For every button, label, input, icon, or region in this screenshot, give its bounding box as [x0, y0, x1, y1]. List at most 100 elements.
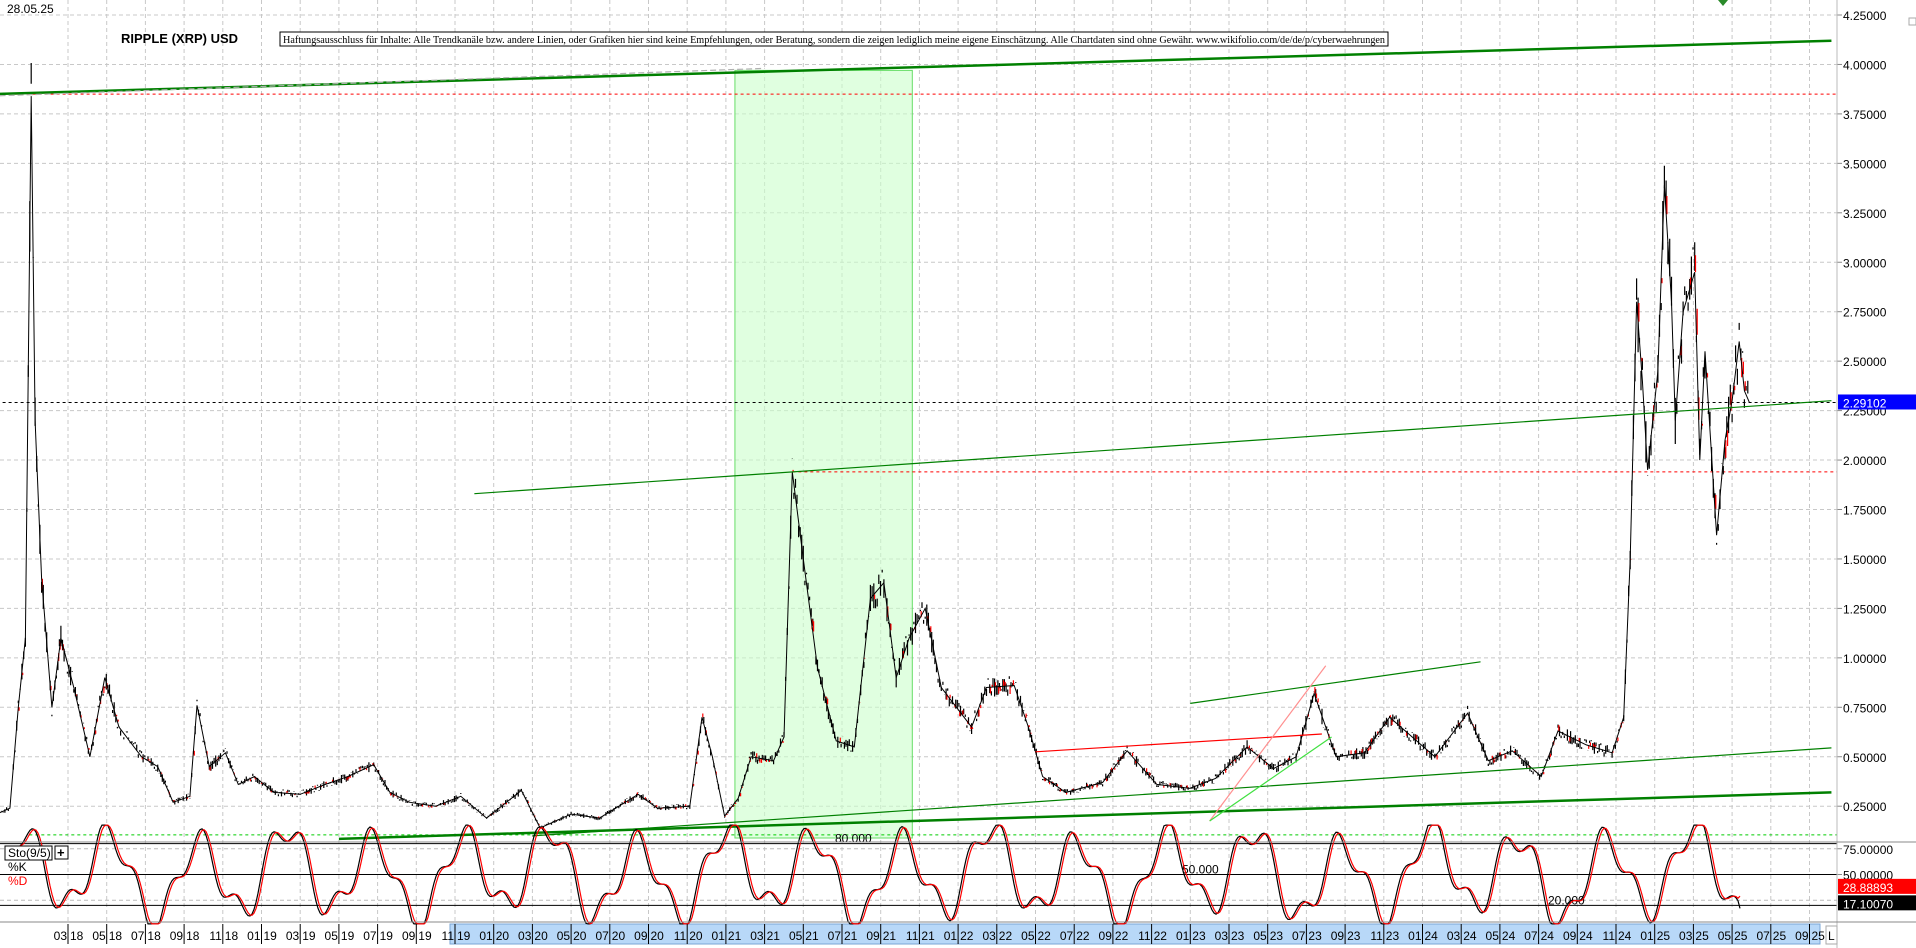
x-tick-month: 07 — [1756, 929, 1770, 943]
x-tick-year: 20 — [496, 929, 510, 943]
price-series — [0, 63, 1750, 829]
indicator-label-box[interactable] — [4, 845, 53, 861]
x-tick-year: 21 — [883, 929, 897, 943]
x-tick-month: 09 — [1099, 929, 1113, 943]
x-tick-month: 03 — [286, 929, 300, 943]
x-tick-year: 20 — [689, 929, 703, 943]
x-tick-month: 11 — [906, 929, 919, 943]
x-tick-year: 22 — [1154, 929, 1168, 943]
x-tick-month: 07 — [595, 929, 609, 943]
disclaimer-text: Haftungsausschluss für Inhalte: Alle Tre… — [283, 34, 1385, 46]
x-tick-year: 21 — [805, 929, 819, 943]
x-tick-year: 18 — [147, 929, 161, 943]
y-tick-label: 0.50000 — [1843, 751, 1887, 765]
x-tick-month: 05 — [1486, 929, 1500, 943]
x-tick-year: 22 — [1076, 929, 1090, 943]
x-tick-year: 22 — [1115, 929, 1129, 943]
x-tick-year: 21 — [921, 929, 935, 943]
x-tick-year: 23 — [1192, 929, 1206, 943]
x-tick-year: 23 — [1386, 929, 1400, 943]
osc-level-label: 80.000 — [835, 832, 872, 846]
osc-y-tick-label: 75.00000 — [1843, 843, 1893, 857]
y-tick-label: 3.00000 — [1843, 256, 1887, 270]
x-tick-year: 19 — [264, 929, 278, 943]
x-tick-year: 24 — [1618, 929, 1632, 943]
x-tick-month: 05 — [1253, 929, 1267, 943]
y-tick-label: 3.75000 — [1843, 108, 1887, 122]
x-tick-year: 22 — [999, 929, 1013, 943]
plus-icon: + — [57, 845, 65, 860]
x-tick-month: 01 — [1408, 929, 1422, 943]
x-tick-month: 05 — [1021, 929, 1035, 943]
price-line — [0, 96, 1750, 829]
x-tick-year: 19 — [341, 929, 355, 943]
x-tick-month: 05 — [789, 929, 803, 943]
osc-d-line — [19, 824, 1741, 925]
x-tick-year: 22 — [960, 929, 974, 943]
x-tick-month: 09 — [170, 929, 184, 943]
x-tick-month: 03 — [518, 929, 532, 943]
x-tick-month: 11 — [674, 929, 687, 943]
x-tick-month: 07 — [1060, 929, 1074, 943]
axis-mode-label: L — [1828, 929, 1835, 943]
y-tick-label: 2.75000 — [1843, 306, 1887, 320]
time-axis[interactable]: 03 18 05 18 07 18 09 18 11 18 01 19 03 19 05 19 07 19 09 19… — [54, 924, 1826, 944]
x-tick-year: 24 — [1541, 929, 1555, 943]
x-tick-year: 18 — [109, 929, 123, 943]
x-tick-year: 25 — [1657, 929, 1671, 943]
axis-mode-button[interactable] — [1825, 925, 1838, 945]
x-tick-month: 09 — [1795, 929, 1809, 943]
x-tick-year: 21 — [728, 929, 742, 943]
y-tick-label: 2.00000 — [1843, 454, 1887, 468]
x-tick-month: 05 — [1718, 929, 1732, 943]
x-tick-year: 23 — [1270, 929, 1284, 943]
minimize-icon[interactable] — [1908, 17, 1916, 26]
x-tick-month: 03 — [1215, 929, 1229, 943]
x-tick-month: 09 — [1563, 929, 1577, 943]
horizontal-lines — [0, 93, 1837, 836]
x-tick-month: 01 — [1176, 929, 1190, 943]
trend-lines[interactable] — [0, 39, 1832, 841]
x-tick-year: 24 — [1463, 929, 1477, 943]
x-tick-month: 05 — [92, 929, 106, 943]
x-tick-month: 05 — [557, 929, 571, 943]
disclaimer-box — [279, 31, 1389, 47]
x-tick-month: 11 — [209, 929, 222, 943]
y-tick-label: 4.25000 — [1843, 9, 1887, 23]
trend-line — [1190, 661, 1481, 704]
osc-value-label: 17.10070 — [1843, 897, 1893, 911]
x-tick-year: 25 — [1695, 929, 1709, 943]
last-price-label: 2.29102 — [1843, 396, 1887, 410]
y-tick-label: 2.50000 — [1843, 355, 1887, 369]
y-tick-label: 0.75000 — [1843, 701, 1887, 715]
x-tick-year: 25 — [1773, 929, 1787, 943]
x-tick-year: 19 — [457, 929, 471, 943]
x-tick-year: 24 — [1425, 929, 1439, 943]
x-tick-month: 07 — [1524, 929, 1538, 943]
x-tick-year: 23 — [1308, 929, 1322, 943]
x-tick-year: 21 — [767, 929, 781, 943]
x-tick-month: 09 — [866, 929, 880, 943]
scroll-marker-icon[interactable] — [1718, 0, 1728, 6]
add-indicator-button[interactable] — [54, 845, 69, 860]
x-tick-month: 01 — [1640, 929, 1654, 943]
x-tick-year: 22 — [1038, 929, 1052, 943]
x-tick-month: 11 — [1603, 929, 1616, 943]
price-axis[interactable]: 4.25000 4.00000 3.75000 3.50000 3.25000 3.000… — [1837, 9, 1916, 911]
x-tick-month: 01 — [944, 929, 958, 943]
y-tick-label: 1.75000 — [1843, 504, 1887, 518]
x-tick-month: 09 — [634, 929, 648, 943]
x-tick-year: 20 — [651, 929, 665, 943]
trend-line — [532, 747, 1832, 837]
osc-level-label: 50.000 — [1182, 863, 1219, 877]
x-tick-year: 20 — [534, 929, 548, 943]
x-tick-month: 09 — [402, 929, 416, 943]
x-tick-year: 25 — [1812, 929, 1826, 943]
x-tick-year: 18 — [70, 929, 84, 943]
x-tick-month: 03 — [750, 929, 764, 943]
stochastic-panel: 80.000 50.000 20.000 — [0, 824, 1837, 925]
last-price-badge — [1838, 394, 1916, 410]
indicator-name: Sto(9/5) — [8, 846, 51, 860]
x-tick-year: 20 — [612, 929, 626, 943]
